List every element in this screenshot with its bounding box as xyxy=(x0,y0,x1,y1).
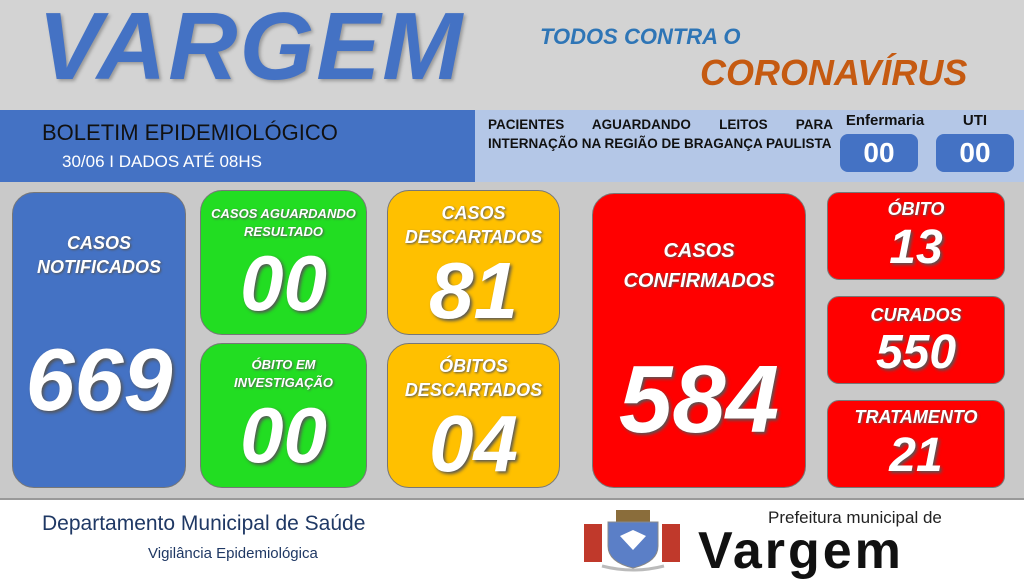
department-name: Departamento Municipal de Saúde xyxy=(42,512,366,535)
card-value: 13 xyxy=(889,221,943,274)
card-deaths-discarded: ÓBITOS DESCARTADOS 04 xyxy=(387,343,560,488)
beds-band xyxy=(475,110,1024,182)
card-value: 21 xyxy=(889,429,943,482)
ward-value: 00 xyxy=(840,134,918,172)
card-label: CASOS DESCARTADOS xyxy=(404,203,543,247)
card-value: 00 xyxy=(240,239,327,327)
card-label: ÓBITO EM INVESTIGAÇÃO xyxy=(234,357,333,390)
card-recovered: CURADOS 550 xyxy=(827,296,1005,384)
header xyxy=(0,0,1024,110)
beds-description: PACIENTES AGUARDANDO LEITOS PARA INTERNA… xyxy=(488,117,833,151)
slogan-line-2: CORONAVÍRUS xyxy=(700,52,968,93)
card-value: 669 xyxy=(25,330,173,429)
card-death-investigation: ÓBITO EM INVESTIGAÇÃO 00 xyxy=(200,343,367,488)
card-deaths: ÓBITO 13 xyxy=(827,192,1005,280)
card-confirmed: CASOS CONFIRMADOS 584 xyxy=(592,193,806,488)
bulletin-band xyxy=(0,110,475,182)
logo-small-text: Prefeitura municipal de xyxy=(768,508,942,527)
ward-label: Enfermaria xyxy=(845,112,925,129)
logo-big-text: Vargem xyxy=(698,522,904,580)
card-value: 550 xyxy=(875,326,957,379)
page-title: VARGEM xyxy=(38,0,465,100)
bulletin-date: 30/06 I DADOS ATÉ 08HS xyxy=(62,152,262,171)
bulletin-title: BOLETIM EPIDEMIOLÓGICO xyxy=(42,120,338,145)
card-value: 04 xyxy=(429,399,518,488)
card-value: 00 xyxy=(240,391,327,479)
card-label: CASOS NOTIFICADOS xyxy=(37,233,161,277)
coat-of-arms-icon xyxy=(584,510,680,572)
card-value: 584 xyxy=(618,346,780,453)
card-label: ÓBITO xyxy=(887,199,945,219)
card-notified: CASOS NOTIFICADOS 669 xyxy=(12,192,186,488)
card-treatment: TRATAMENTO 21 xyxy=(827,400,1005,488)
card-label: TRATAMENTO xyxy=(854,407,978,427)
card-label: CURADOS xyxy=(870,305,962,325)
card-label: CASOS CONFIRMADOS xyxy=(623,240,775,292)
card-discarded: CASOS DESCARTADOS 81 xyxy=(387,190,560,335)
card-label: CASOS AGUARDANDO RESULTADO xyxy=(211,206,356,239)
slogan-line-1: TODOS CONTRA O xyxy=(540,24,741,49)
card-awaiting: CASOS AGUARDANDO RESULTADO 00 xyxy=(200,190,367,335)
card-label: ÓBITOS DESCARTADOS xyxy=(404,356,543,400)
city-logo: Prefeitura municipal de Vargem xyxy=(578,506,1008,580)
icu-label: UTI xyxy=(962,112,988,129)
icu-value: 00 xyxy=(936,134,1014,172)
department-unit: Vigilância Epidemiológica xyxy=(148,545,318,562)
card-value: 81 xyxy=(429,246,518,335)
